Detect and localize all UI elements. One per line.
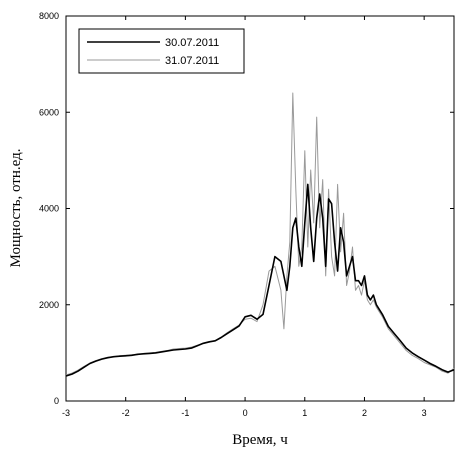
x-axis-label: Время, ч [232, 432, 288, 448]
x-tick-label: -3 [62, 408, 70, 418]
y-axis-label: Мощность, отн.ед. [8, 149, 24, 268]
series-line-1 [65, 92, 455, 376]
y-tick-label: 8000 [39, 11, 59, 21]
x-tick-label: 3 [422, 408, 427, 418]
plot-frame [65, 15, 455, 402]
legend-label-series-1: 31.07.2011 [165, 55, 219, 67]
tick-labels: -3 -2 -1 0 1 2 3 0 2000 4000 6000 8000 [39, 11, 427, 418]
x-tick-label: -2 [122, 408, 130, 418]
x-tick-label: -1 [181, 408, 189, 418]
y-tick-label: 6000 [39, 107, 59, 117]
y-tick-label: 2000 [39, 300, 59, 310]
series-line-0 [65, 183, 455, 377]
legend-label-series-0: 30.07.2011 [165, 37, 219, 49]
legend-box [78, 28, 245, 74]
series-layer [65, 92, 455, 377]
y-tick-label: 0 [54, 396, 59, 406]
x-tick-label: 2 [362, 408, 367, 418]
legend: 30.07.2011 31.07.2011 [78, 28, 245, 74]
x-tick-label: 1 [302, 408, 307, 418]
x-tick-label: 0 [243, 408, 248, 418]
axis-ticks [65, 15, 454, 402]
y-tick-label: 4000 [39, 204, 59, 214]
